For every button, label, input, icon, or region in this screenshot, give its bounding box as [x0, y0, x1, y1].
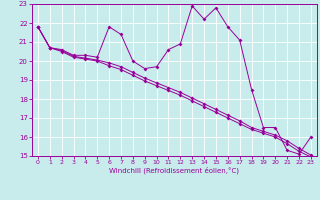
X-axis label: Windchill (Refroidissement éolien,°C): Windchill (Refroidissement éolien,°C)	[109, 167, 239, 174]
